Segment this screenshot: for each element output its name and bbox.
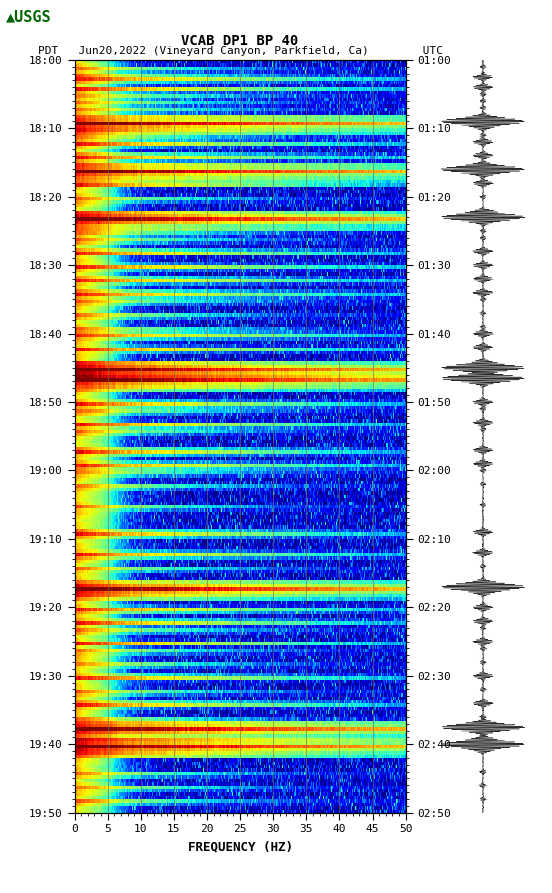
X-axis label: FREQUENCY (HZ): FREQUENCY (HZ) — [188, 840, 293, 853]
Text: PDT   Jun20,2022 (Vineyard Canyon, Parkfield, Ca)        UTC: PDT Jun20,2022 (Vineyard Canyon, Parkfie… — [38, 46, 443, 56]
Text: ▲USGS: ▲USGS — [6, 9, 51, 24]
Text: VCAB DP1 BP 40: VCAB DP1 BP 40 — [182, 34, 299, 48]
